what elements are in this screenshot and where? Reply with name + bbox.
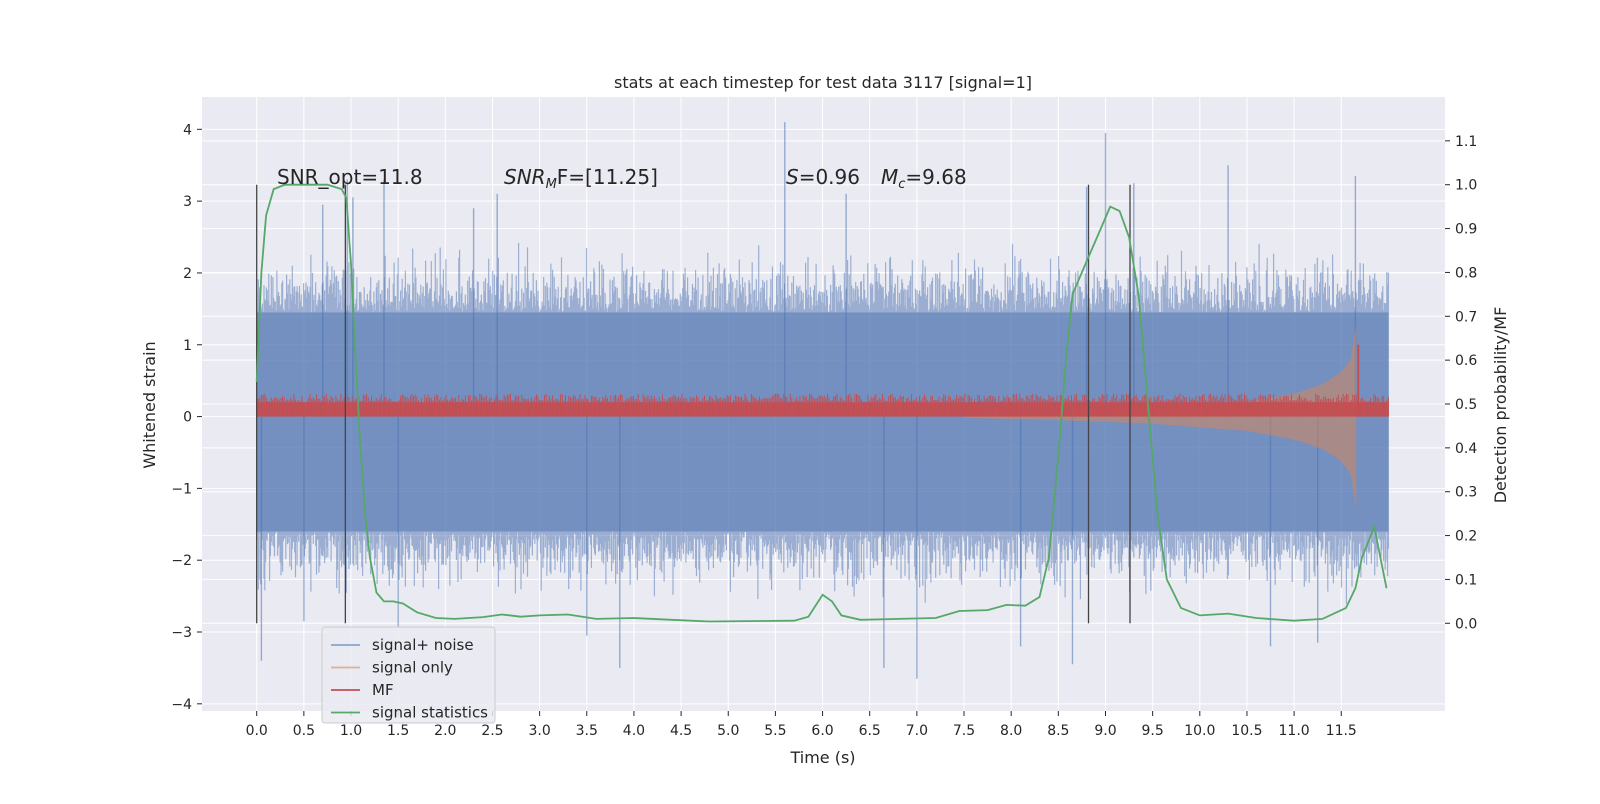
annotation-mc-sym: M	[881, 165, 898, 189]
x-tick-label: 3.0	[528, 723, 550, 739]
x-axis-ticks: 0.0 0.5 1.0 1.5 2.0 2.5 3.0 3.5 4.0 4.5 5.0 5.5 6.0 6…	[246, 711, 1357, 739]
x-tick-label: 6.0	[811, 723, 833, 739]
x-tick-label: 9.5	[1142, 723, 1164, 739]
y-left-tick-label: 3	[183, 194, 192, 210]
x-tick-label: 4.5	[670, 723, 692, 739]
y-left-tick-label: −4	[171, 697, 192, 713]
annotation-mc: Mc=9.68	[881, 165, 967, 192]
legend-label: signal statistics	[372, 704, 488, 722]
x-tick-label: 6.5	[859, 723, 881, 739]
annotation-snr-mf-sub: M	[546, 177, 557, 192]
legend-label: signal only	[372, 659, 453, 677]
y-right-tick-label: 0.7	[1455, 309, 1477, 325]
x-tick-label: 4.0	[623, 723, 645, 739]
x-tick-label: 8.0	[1000, 723, 1022, 739]
y-left-tick-label: 1	[183, 338, 192, 354]
x-tick-label: 9.0	[1094, 723, 1116, 739]
chart-title: stats at each timestep for test data 311…	[614, 73, 1032, 92]
y-right-axis-ticks: 0.0 0.1 0.2 0.3 0.4 0.5 0.6 0.7 0.8 0.9 1.0 1.1	[1445, 134, 1477, 632]
x-tick-label: 10.0	[1184, 723, 1215, 739]
x-tick-label: 8.5	[1047, 723, 1069, 739]
x-tick-label: 7.5	[953, 723, 975, 739]
y-right-tick-label: 1.0	[1455, 178, 1477, 194]
x-tick-label: 5.5	[764, 723, 786, 739]
x-tick-label: 1.5	[387, 723, 409, 739]
y-right-tick-label: 0.4	[1455, 441, 1477, 457]
annotation-s-val: =0.96	[799, 165, 860, 189]
y-right-tick-label: 0.5	[1455, 397, 1477, 413]
x-tick-label: 0.5	[293, 723, 315, 739]
y-right-tick-label: 0.2	[1455, 529, 1477, 545]
annotation-snr-mf-base: SNR	[504, 165, 546, 189]
y-left-tick-label: 4	[183, 122, 192, 138]
y-left-axis-ticks: −4 −3 −2 −1 0 1 2 3 4	[171, 122, 202, 713]
y-right-tick-label: 1.1	[1455, 134, 1477, 150]
y-right-tick-label: 0.0	[1455, 616, 1477, 632]
x-tick-label: 11.0	[1279, 723, 1310, 739]
y-left-axis-label: Whitened strain	[140, 341, 159, 468]
y-right-tick-label: 0.1	[1455, 572, 1477, 588]
annotation-mc-sub: c	[898, 177, 905, 192]
annotation-s: S=0.96	[786, 165, 860, 189]
y-right-tick-label: 0.9	[1455, 222, 1477, 238]
series-signal-statistics	[255, 183, 1388, 623]
signal-statistics-line	[255, 183, 1388, 623]
x-tick-label: 3.5	[576, 723, 598, 739]
legend-box	[321, 626, 496, 724]
legend-entries: signal+ noise signal only MF signal statist…	[331, 636, 488, 722]
annotation-s-sym: S	[786, 165, 799, 189]
x-tick-label: 2.5	[481, 723, 503, 739]
series-mf	[256, 344, 1389, 417]
x-tick-label: 7.0	[906, 723, 928, 739]
y-right-tick-label: 0.6	[1455, 353, 1477, 369]
y-left-tick-label: 2	[183, 266, 192, 282]
x-tick-label: 2.0	[434, 723, 456, 739]
x-axis-label: Time (s)	[789, 748, 855, 767]
y-left-tick-label: 0	[183, 410, 192, 426]
y-right-tick-label: 0.8	[1455, 265, 1477, 281]
y-right-tick-label: 0.3	[1455, 485, 1477, 501]
y-left-tick-label: −1	[171, 481, 192, 497]
x-tick-label: 11.5	[1326, 723, 1357, 739]
y-right-axis-label: Detection probability/MF	[1491, 307, 1510, 504]
vertical-markers	[256, 184, 1131, 624]
y-left-tick-label: −2	[171, 553, 192, 569]
x-tick-label: 5.0	[717, 723, 739, 739]
x-tick-label: 1.0	[340, 723, 362, 739]
annotation-snr-opt: SNR_opt=11.8	[277, 165, 423, 189]
legend-label: signal+ noise	[372, 636, 474, 654]
annotation-snr-mf: SNRMF=[11.25]	[504, 165, 658, 192]
legend-label: MF	[372, 681, 394, 699]
annotation-mc-val: =9.68	[905, 165, 966, 189]
annotation-snr-mf-rest: F=[11.25]	[557, 165, 658, 189]
x-tick-label: 10.5	[1231, 723, 1262, 739]
x-tick-label: 0.0	[246, 723, 268, 739]
y-left-tick-label: −3	[171, 625, 192, 641]
legend: signal+ noise signal only MF signal statist…	[321, 626, 496, 724]
